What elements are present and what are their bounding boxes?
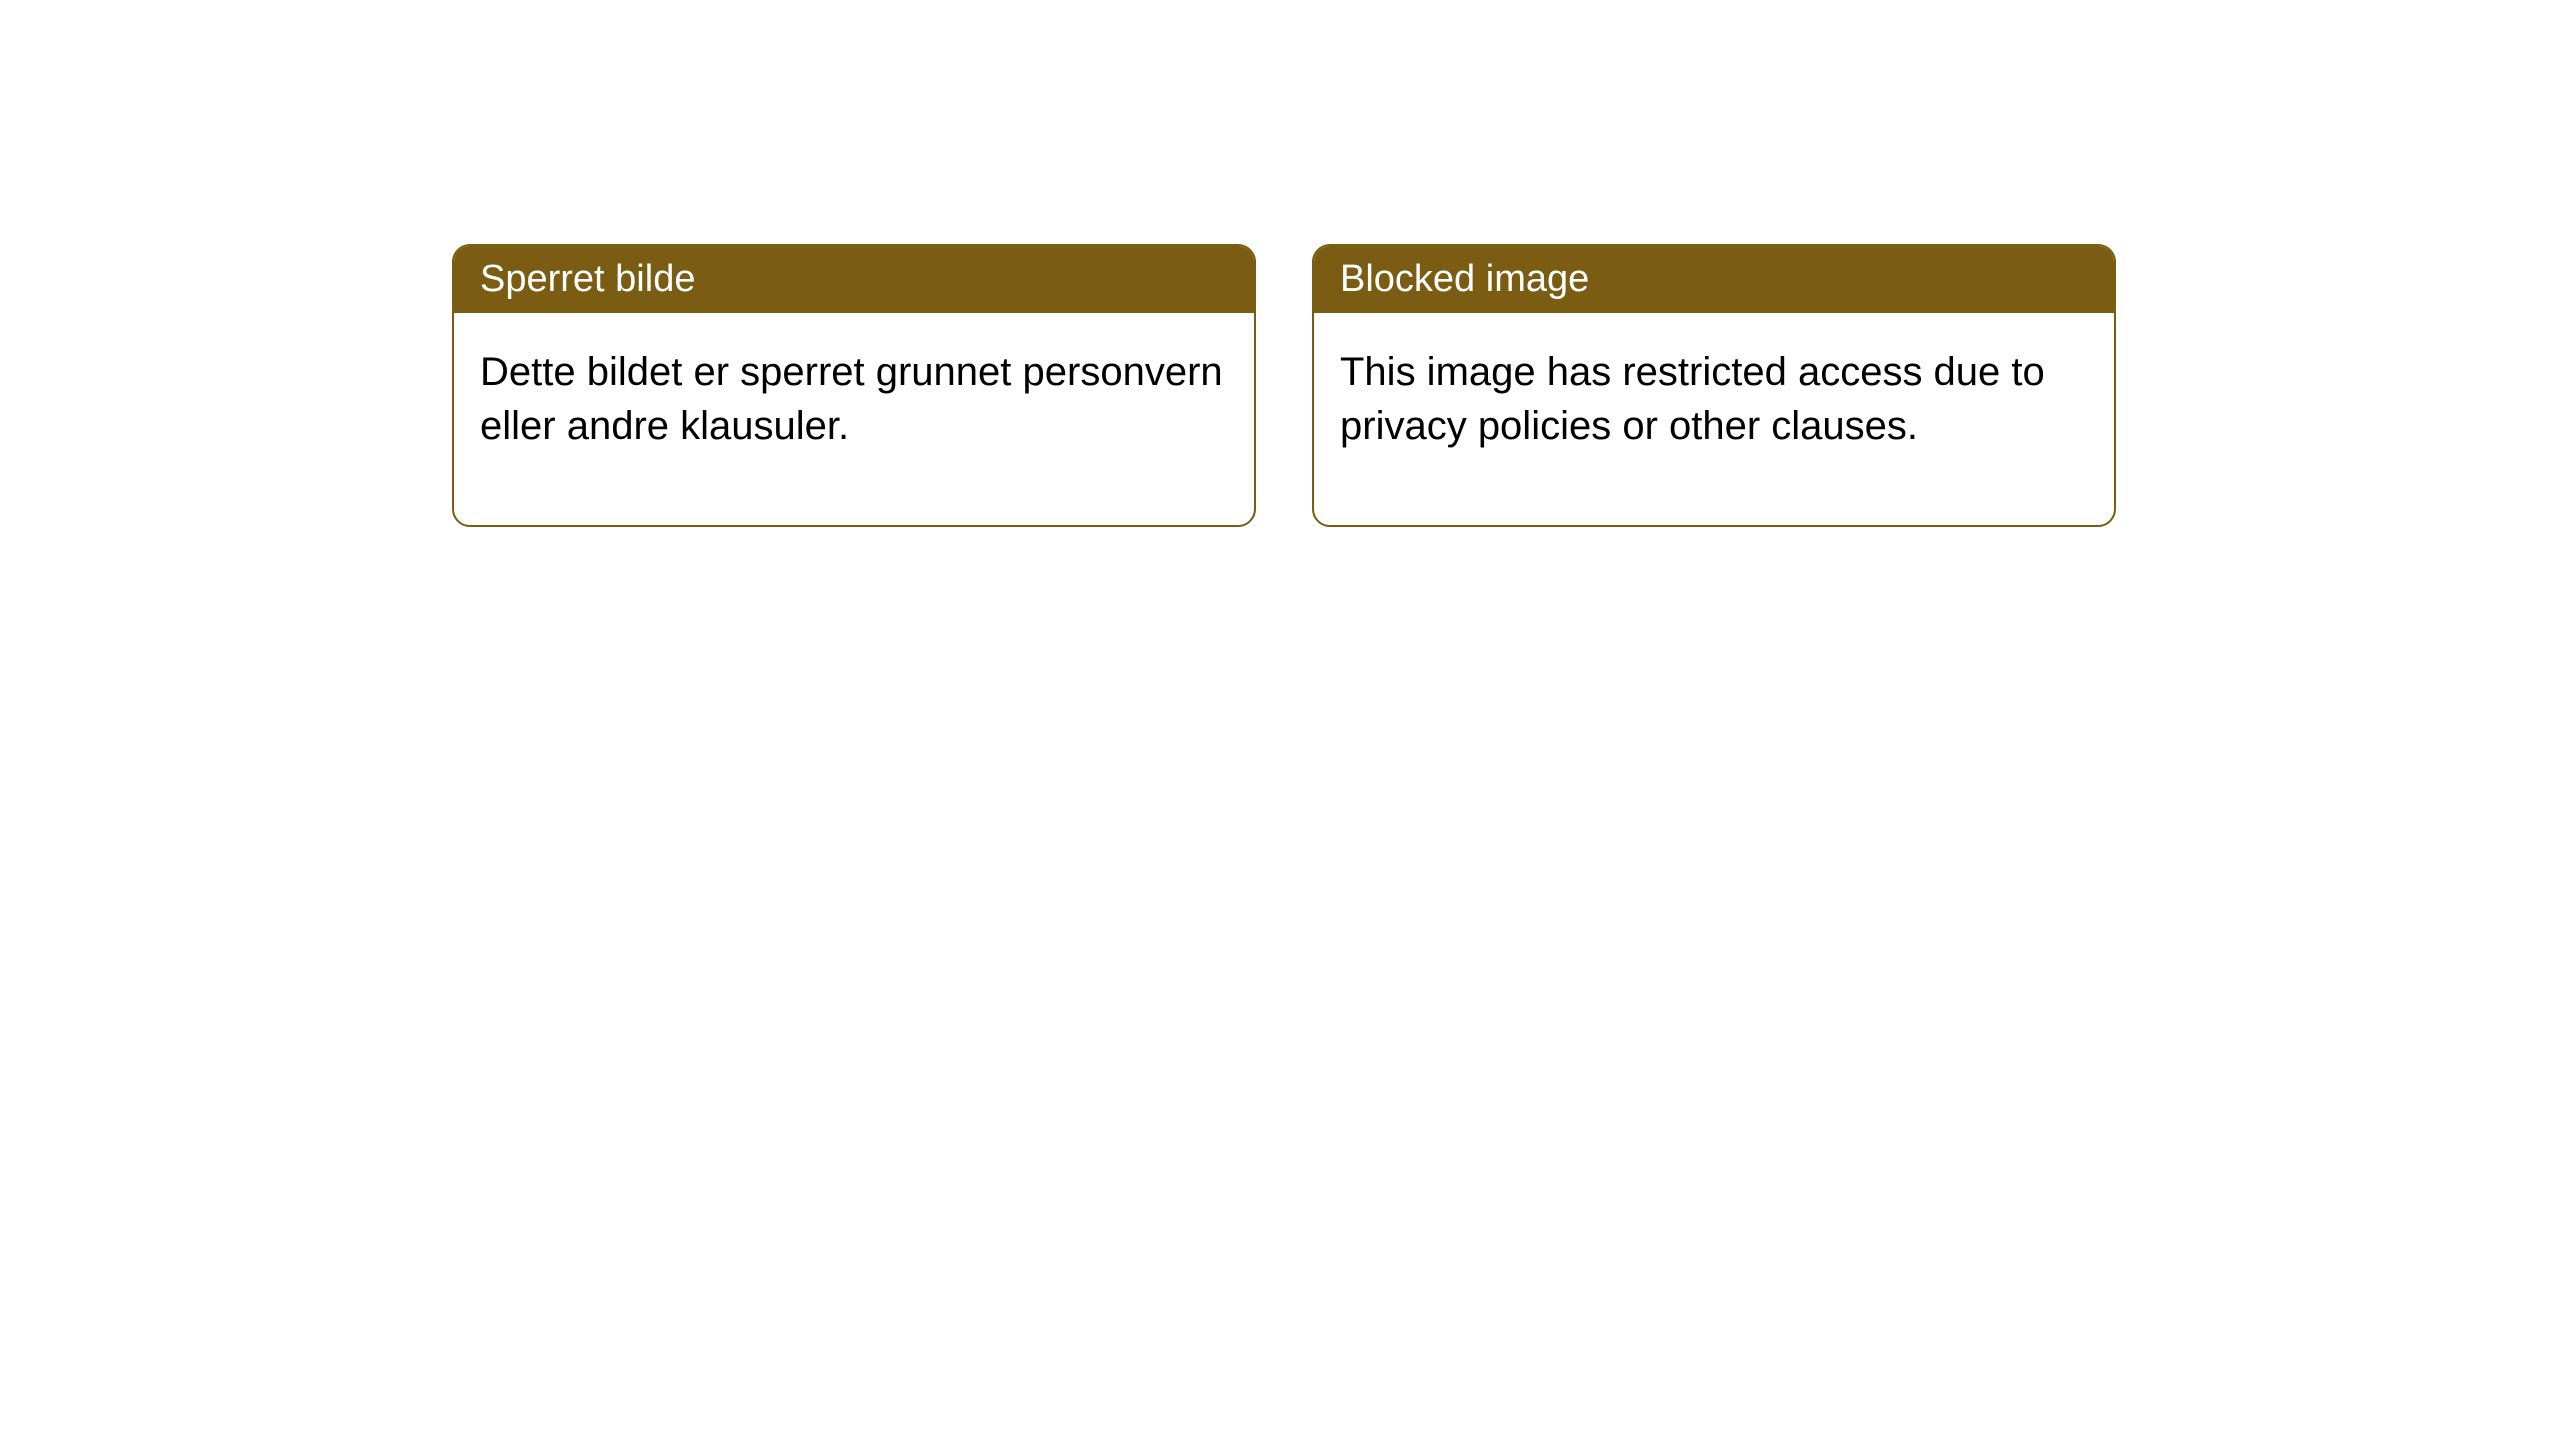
notice-container: Sperret bilde Dette bildet er sperret gr… [452,244,2116,527]
notice-card-english: Blocked image This image has restricted … [1312,244,2116,527]
notice-body: This image has restricted access due to … [1314,313,2114,525]
notice-body: Dette bildet er sperret grunnet personve… [454,313,1254,525]
notice-header: Sperret bilde [454,246,1254,313]
notice-card-norwegian: Sperret bilde Dette bildet er sperret gr… [452,244,1256,527]
notice-header: Blocked image [1314,246,2114,313]
